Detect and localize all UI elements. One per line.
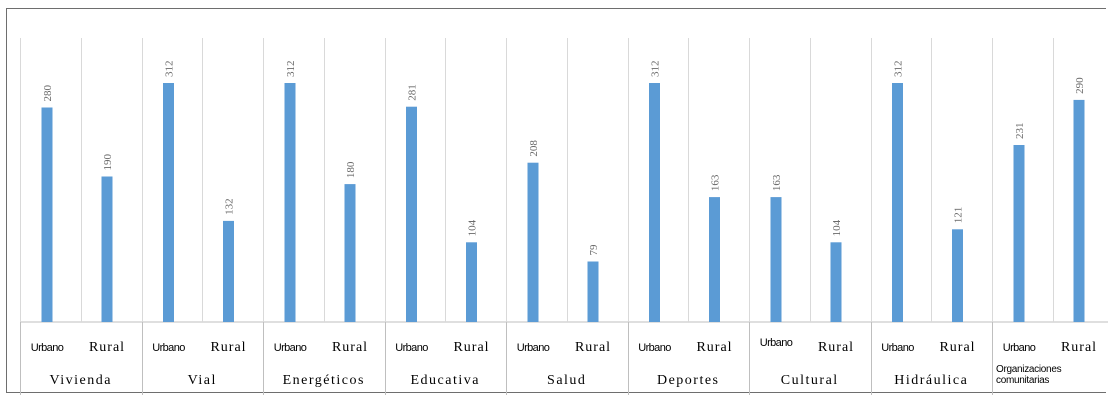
sub-category-label: Rural (210, 340, 246, 355)
bar-value-label: 280 (42, 85, 54, 102)
sub-category-label: Urbano (274, 342, 307, 354)
bar (709, 197, 720, 322)
sub-category-label: Rural (696, 340, 732, 355)
bar-value-label: 190 (102, 153, 114, 170)
sub-category-label: Rural (453, 340, 489, 355)
bar-value-label: 180 (345, 161, 357, 178)
category-label: Energéticos (283, 373, 365, 388)
sub-category-label: Urbano (31, 342, 64, 354)
bar-value-label: 312 (650, 61, 662, 78)
category-label: comunitarias (996, 375, 1049, 386)
bar-value-label: 312 (285, 61, 297, 78)
bar-value-label: 121 (953, 207, 965, 224)
bar-value-label: 290 (1074, 77, 1086, 94)
sub-category-label: Rural (1061, 340, 1097, 355)
category-label: Educativa (411, 373, 480, 388)
sub-category-label: Urbano (881, 342, 914, 354)
bar (1013, 145, 1025, 322)
bar-value-label: 104 (467, 219, 479, 236)
sub-category-label: Urbano (1003, 342, 1036, 354)
bar-value-label: 281 (407, 84, 419, 101)
sub-category-label: Urbano (760, 337, 793, 349)
bar (830, 242, 842, 322)
category-label: Organizaciones (996, 364, 1062, 375)
bar (223, 220, 234, 322)
category-label: Deportes (657, 373, 720, 388)
category-label: Vial (188, 373, 217, 388)
bar (1073, 99, 1085, 323)
sub-category-label: Rural (332, 340, 368, 355)
bar (527, 162, 539, 322)
category-label: Vivienda (50, 373, 112, 388)
bar-value-label: 231 (1014, 123, 1026, 140)
sub-category-label: Rural (89, 340, 125, 355)
bar (101, 176, 113, 322)
sub-category-label: Rural (575, 340, 611, 355)
category-label: Cultural (781, 373, 839, 388)
bar (770, 197, 782, 322)
sub-category-label: Urbano (517, 342, 550, 354)
bar (163, 83, 174, 322)
sub-category-label: Urbano (638, 342, 671, 354)
bar-value-label: 79 (588, 244, 600, 256)
bar (284, 83, 296, 322)
bar-value-label: 104 (831, 219, 843, 236)
bar (649, 83, 660, 322)
bar (587, 261, 599, 322)
bar-value-label: 163 (771, 174, 783, 191)
sub-category-label: Urbano (152, 342, 185, 354)
bar-value-label: 208 (528, 140, 540, 157)
sub-category-label: Rural (818, 340, 854, 355)
sub-category-label: Urbano (395, 342, 428, 354)
bar-value-label: 132 (224, 198, 236, 215)
bar-value-label: 312 (893, 61, 905, 78)
category-label: Hidráulica (894, 373, 968, 388)
category-label: Salud (547, 373, 586, 388)
bar (344, 184, 356, 322)
sub-category-label: Rural (939, 340, 975, 355)
bar (406, 106, 417, 322)
chart-frame (6, 8, 1106, 393)
bar-value-label: 163 (710, 174, 722, 191)
bar-value-label: 312 (164, 61, 176, 78)
bar (952, 229, 963, 322)
bar (41, 107, 53, 322)
bar (466, 242, 477, 322)
bar (892, 83, 903, 322)
